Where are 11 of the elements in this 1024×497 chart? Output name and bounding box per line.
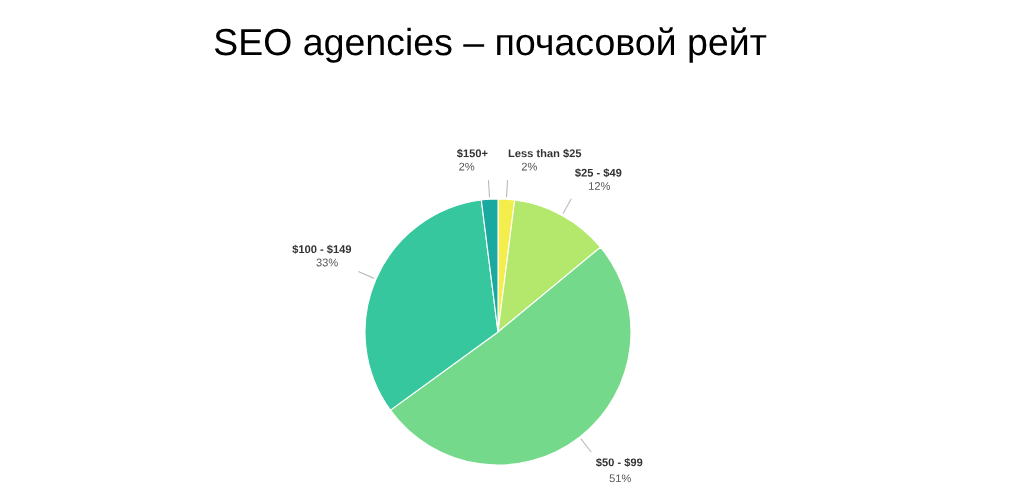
slice-label: Less than $25	[508, 148, 582, 158]
data-label: 12%	[589, 182, 611, 190]
chart-title: SEO agencies – почасовой рейт	[214, 27, 767, 63]
data-label: 51%	[609, 474, 631, 483]
data-label: 2%	[459, 162, 475, 171]
slice-label: $50 - $99	[595, 457, 643, 467]
data-label: 2%	[521, 162, 537, 171]
slice-label: $100 - $149	[292, 244, 352, 254]
data-label: 33%	[316, 258, 338, 267]
slice-label: $150+	[456, 148, 488, 158]
slice-label: $25 - $49	[575, 168, 622, 178]
